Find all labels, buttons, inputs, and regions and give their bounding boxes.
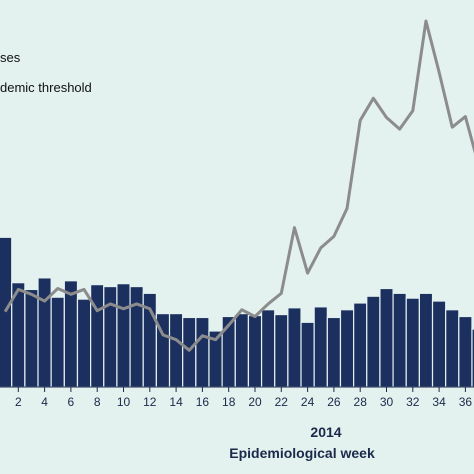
bar-week-20 (247, 314, 263, 388)
x-tick-label: 26 (327, 395, 341, 409)
bar-week-30 (379, 287, 394, 388)
bar-week-23 (287, 307, 302, 388)
bar-week-32 (405, 297, 420, 388)
x-tick-label: 10 (117, 395, 131, 409)
x-tick-label: 12 (143, 395, 157, 409)
x-tick-label: 14 (169, 395, 183, 409)
bar-week-8 (90, 284, 105, 388)
bar-week-37 (471, 328, 474, 388)
bar-series (0, 236, 474, 388)
x-tick-label: 34 (432, 395, 446, 409)
bar-week-33 (418, 292, 434, 388)
x-axis-title: Epidemiological week (229, 445, 375, 461)
bar-week-36 (458, 315, 473, 388)
bar-week-19 (234, 313, 250, 388)
bar-week-28 (353, 302, 368, 388)
x-axis-ticks: 2 4 6 8 10 12 14 16 18 20 22 24 26 28 30 32 34 36 (15, 387, 472, 409)
bar-week-31 (392, 292, 407, 388)
bar-week-14 (168, 313, 184, 388)
legend-label-threshold: demic threshold (0, 80, 92, 95)
x-tick-label: 16 (196, 395, 210, 409)
bar-week-4 (37, 277, 52, 388)
bar-week-27 (339, 309, 355, 388)
x-tick-label: 30 (380, 395, 394, 409)
bar-week-1 (0, 236, 13, 388)
bar-week-5 (50, 296, 65, 388)
x-tick-label: 8 (94, 395, 101, 409)
x-tick-label: 4 (41, 395, 48, 409)
bar-week-24 (300, 321, 315, 388)
bar-week-22 (274, 313, 289, 388)
x-tick-label: 36 (459, 395, 473, 409)
bar-week-3 (24, 288, 39, 388)
bar-week-11 (129, 285, 144, 388)
x-tick-label: 24 (301, 395, 315, 409)
legend: ses demic threshold (0, 50, 92, 95)
x-tick-label: 6 (68, 395, 75, 409)
bar-week-16 (195, 316, 210, 388)
bar-week-21 (260, 309, 276, 388)
bar-week-7 (76, 298, 92, 388)
bar-week-35 (445, 309, 460, 388)
x-tick-label: 20 (248, 395, 262, 409)
x-tick-label: 22 (275, 395, 289, 409)
x-tick-label: 32 (406, 395, 420, 409)
bar-week-15 (182, 316, 197, 388)
bar-week-10 (116, 283, 131, 388)
bar-week-9 (103, 285, 118, 388)
legend-label-cases: ses (0, 50, 21, 65)
bar-week-25 (313, 306, 328, 388)
bar-week-26 (326, 316, 342, 388)
bar-week-34 (431, 300, 447, 388)
year-label: 2014 (310, 424, 341, 440)
bar-week-29 (366, 295, 381, 388)
x-tick-label: 28 (354, 395, 368, 409)
x-tick-label: 2 (15, 395, 22, 409)
x-tick-label: 18 (222, 395, 236, 409)
bar-week-6 (63, 280, 79, 388)
threshold-line (3, 19, 474, 352)
